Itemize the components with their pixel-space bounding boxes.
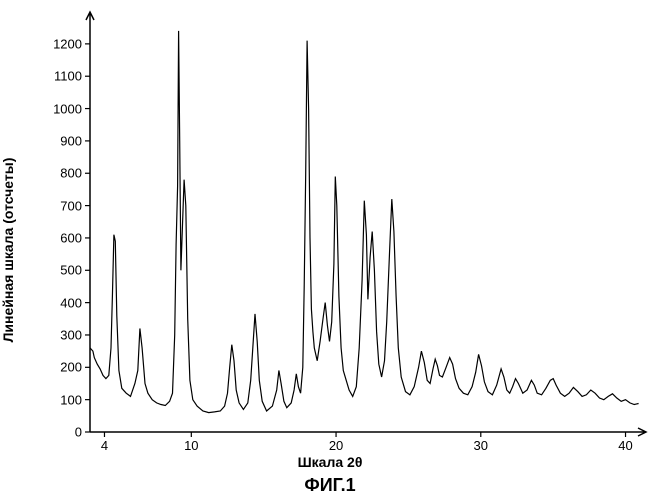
y-tick-label: 100 <box>42 392 82 407</box>
x-tick-label: 20 <box>329 438 343 453</box>
y-axis-label: Линейная шкала (отсчеты) <box>0 158 16 343</box>
x-tick-label: 10 <box>184 438 198 453</box>
y-tick-label: 200 <box>42 360 82 375</box>
y-tick-label: 700 <box>42 198 82 213</box>
x-tick-label: 30 <box>474 438 488 453</box>
x-tick-label: 40 <box>618 438 632 453</box>
y-tick-label: 600 <box>42 230 82 245</box>
xrd-chart: Линейная шкала (отсчеты) Шкала 2θ ФИГ.1 … <box>0 0 660 500</box>
y-tick-label: 1100 <box>42 69 82 84</box>
y-tick-label: 900 <box>42 133 82 148</box>
x-axis-label: Шкала 2θ <box>298 454 363 470</box>
figure-caption: ФИГ.1 <box>304 475 355 496</box>
y-tick-label: 300 <box>42 327 82 342</box>
y-tick-label: 1200 <box>42 36 82 51</box>
y-tick-label: 1000 <box>42 101 82 116</box>
x-tick-label: 4 <box>101 438 108 453</box>
y-tick-label: 400 <box>42 295 82 310</box>
y-tick-label: 800 <box>42 166 82 181</box>
y-tick-label: 0 <box>42 425 82 440</box>
xrd-trace <box>90 31 639 413</box>
y-tick-label: 500 <box>42 263 82 278</box>
chart-svg <box>0 0 660 500</box>
